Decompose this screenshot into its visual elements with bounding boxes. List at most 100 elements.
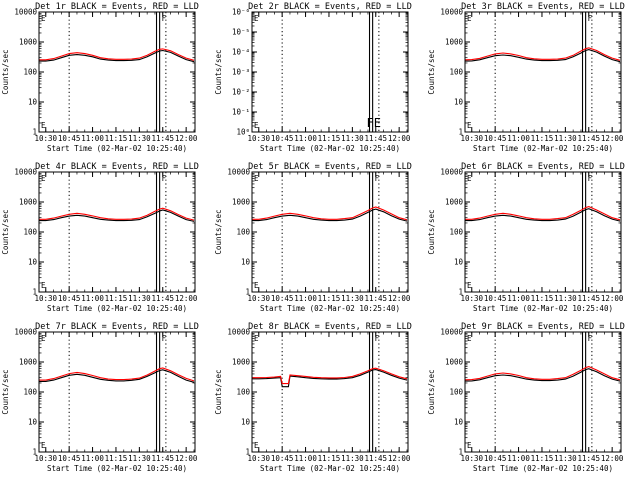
x-tick-label: 11:00 xyxy=(507,294,530,303)
x-tick-label: 11:15 xyxy=(318,454,341,463)
y-tick-label: 10⁻² xyxy=(232,88,250,97)
series-line-events xyxy=(465,208,621,222)
x-tick-label: 12:00 xyxy=(388,134,411,143)
y-axis-label: Counts/sec xyxy=(1,49,10,94)
y-tick-label: 100 xyxy=(236,388,250,397)
series-line-lld xyxy=(465,47,621,61)
corner-label-right: F xyxy=(588,14,593,23)
x-tick-label: 10:30 xyxy=(247,454,270,463)
x-axis-label: Start Time (02-Mar-02 10:25:40) xyxy=(47,144,187,153)
x-tick-label: 11:45 xyxy=(151,134,174,143)
y-tick-label: 1000 xyxy=(232,198,251,207)
x-tick-label: 10:30 xyxy=(247,134,270,143)
corner-label-right: F xyxy=(588,334,593,343)
y-tick-label: 100 xyxy=(449,68,463,77)
series-line-events xyxy=(465,49,621,63)
y-axis-label: Counts/sec xyxy=(1,209,10,254)
x-tick-label: 12:00 xyxy=(601,134,624,143)
x-tick-label: 11:15 xyxy=(318,294,341,303)
chart-title: Det 1r BLACK = Events, RED = LLD xyxy=(35,2,199,12)
y-tick-label: 10 xyxy=(241,258,251,267)
plot-frame xyxy=(38,11,196,133)
x-tick-label: 11:45 xyxy=(364,294,387,303)
chart-title: Det 9r BLACK = Events, RED = LLD xyxy=(461,322,625,332)
x-tick-label: 12:00 xyxy=(601,454,624,463)
x-tick-label: 12:00 xyxy=(175,294,198,303)
plot-frame xyxy=(464,11,622,133)
chart-title: Det 5r BLACK = Events, RED = LLD xyxy=(248,162,412,172)
y-tick-label: 10⁻¹ xyxy=(232,108,250,117)
corner-label-bottom-left: E xyxy=(254,121,259,130)
x-tick-label: 11:30 xyxy=(341,134,364,143)
chart-panel-8: Det 8r BLACK = Events, RED = LLD Counts/s… xyxy=(214,322,412,473)
x-tick-label: 11:30 xyxy=(554,134,577,143)
y-axis-label: Counts/sec xyxy=(214,49,223,94)
x-tick-label: 10:45 xyxy=(271,294,294,303)
y-tick-label: 1 xyxy=(458,448,463,457)
x-tick-label: 12:00 xyxy=(388,454,411,463)
chart-title: Det 8r BLACK = Events, RED = LLD xyxy=(248,322,412,332)
y-tick-label: 1 xyxy=(32,288,37,297)
series-line-lld xyxy=(465,366,621,381)
x-axis-label: Start Time (02-Mar-02 10:25:40) xyxy=(473,304,613,313)
corner-label-bottom-left: E xyxy=(41,121,46,130)
y-tick-label: 10000 xyxy=(440,328,463,337)
x-tick-label: 11:00 xyxy=(294,134,317,143)
series-line-lld xyxy=(252,206,408,221)
x-tick-label: 10:30 xyxy=(460,454,483,463)
y-tick-label: 10 xyxy=(454,418,464,427)
y-tick-label: 10000 xyxy=(14,168,37,177)
x-axis-label: Start Time (02-Mar-02 10:25:40) xyxy=(47,464,187,473)
chart-panel-9: Det 9r BLACK = Events, RED = LLD Counts/s… xyxy=(427,322,625,473)
y-tick-label: 10⁰ xyxy=(236,128,250,137)
y-tick-label: 1000 xyxy=(445,358,464,367)
y-tick-label: 10000 xyxy=(227,328,250,337)
y-tick-label: 10 xyxy=(454,258,464,267)
corner-label-bottom-left: E xyxy=(41,281,46,290)
corner-label-left: E xyxy=(41,174,46,183)
chart-title: Det 7r BLACK = Events, RED = LLD xyxy=(35,322,199,332)
x-tick-label: 11:45 xyxy=(364,134,387,143)
x-tick-label: 10:45 xyxy=(484,454,507,463)
x-tick-label: 11:45 xyxy=(151,454,174,463)
x-tick-label: 11:15 xyxy=(531,294,554,303)
series-line-lld xyxy=(39,48,195,61)
x-tick-label: 10:30 xyxy=(34,294,57,303)
y-tick-label: 10⁻⁶ xyxy=(232,8,250,17)
x-tick-label: 11:45 xyxy=(364,454,387,463)
x-tick-label: 11:45 xyxy=(577,454,600,463)
corner-label-right: FE xyxy=(367,116,381,130)
chart-panel-5: Det 5r BLACK = Events, RED = LLD Counts/s… xyxy=(214,162,412,313)
plot-frame xyxy=(38,331,196,453)
y-tick-label: 1 xyxy=(458,288,463,297)
chart-title: Det 3r BLACK = Events, RED = LLD xyxy=(461,2,625,12)
corner-label-bottom-left: E xyxy=(254,441,259,450)
corner-label-bottom-left: E xyxy=(467,281,472,290)
chart-title: Det 6r BLACK = Events, RED = LLD xyxy=(461,162,625,172)
y-tick-label: 10000 xyxy=(227,168,250,177)
x-tick-label: 10:30 xyxy=(247,294,270,303)
corner-label-left: E xyxy=(467,334,472,343)
corner-label-right: F xyxy=(588,174,593,183)
x-tick-label: 11:45 xyxy=(577,134,600,143)
y-tick-label: 1 xyxy=(32,448,37,457)
series-line-lld xyxy=(39,207,195,221)
x-tick-label: 11:15 xyxy=(531,454,554,463)
y-tick-label: 10 xyxy=(28,258,38,267)
x-tick-label: 11:00 xyxy=(507,134,530,143)
y-tick-label: 10 xyxy=(28,98,38,107)
y-tick-label: 100 xyxy=(449,228,463,237)
x-tick-label: 11:00 xyxy=(294,294,317,303)
y-axis-label: Counts/sec xyxy=(427,369,436,414)
plot-frame xyxy=(251,11,409,133)
x-tick-label: 11:30 xyxy=(128,134,151,143)
y-tick-label: 10000 xyxy=(440,8,463,17)
x-tick-label: 11:30 xyxy=(554,454,577,463)
x-tick-label: 11:30 xyxy=(554,294,577,303)
y-tick-label: 10000 xyxy=(440,168,463,177)
x-tick-label: 10:45 xyxy=(271,134,294,143)
y-tick-label: 1000 xyxy=(19,358,38,367)
plot-frame xyxy=(38,171,196,293)
chart-panel-3: Det 3r BLACK = Events, RED = LLD Counts/s… xyxy=(427,2,625,153)
